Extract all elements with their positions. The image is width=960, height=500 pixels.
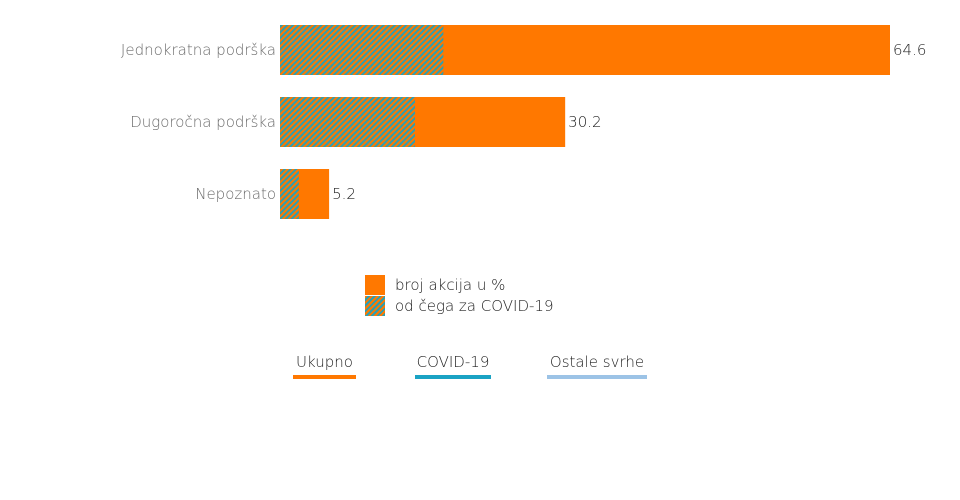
- bar-covid-dugorocna-podrska[interactable]: [280, 97, 416, 147]
- bars-group: Jednokratna podrška 64.6 Dugoročna podrška…: [121, 25, 926, 219]
- tab-ukupno[interactable]: Ukupno: [293, 353, 356, 379]
- filter-tabs: Ukupno COVID-19 Ostale svrhe: [0, 353, 960, 383]
- value-label-nepoznato: 5.2: [332, 185, 356, 203]
- legend-label-covid: od čega za COVID-19: [395, 296, 554, 315]
- category-label-nepoznato: Nepoznato: [195, 185, 276, 203]
- legend-swatch-covid: [365, 295, 385, 316]
- legend-item-total: broj akcija u %: [365, 274, 554, 295]
- legend-swatch-total: [365, 274, 385, 295]
- tab-covid-19[interactable]: COVID-19: [415, 353, 491, 379]
- category-label-jednokratna-podrska: Jednokratna podrška: [121, 41, 276, 59]
- legend: broj akcija u % od čega za COVID-19: [365, 274, 554, 316]
- value-label-jednokratna-podrska: 64.6: [893, 41, 926, 59]
- bar-covid-nepoznato[interactable]: [280, 169, 299, 219]
- tab-ostale-svrhe[interactable]: Ostale svrhe: [547, 353, 647, 379]
- value-label-dugorocna-podrska: 30.2: [568, 113, 601, 131]
- legend-label-total: broj akcija u %: [395, 275, 506, 294]
- category-label-dugorocna-podrska: Dugoročna podrška: [130, 113, 276, 131]
- legend-item-covid: od čega za COVID-19: [365, 295, 554, 316]
- bar-covid-jednokratna-podrska[interactable]: [280, 25, 444, 75]
